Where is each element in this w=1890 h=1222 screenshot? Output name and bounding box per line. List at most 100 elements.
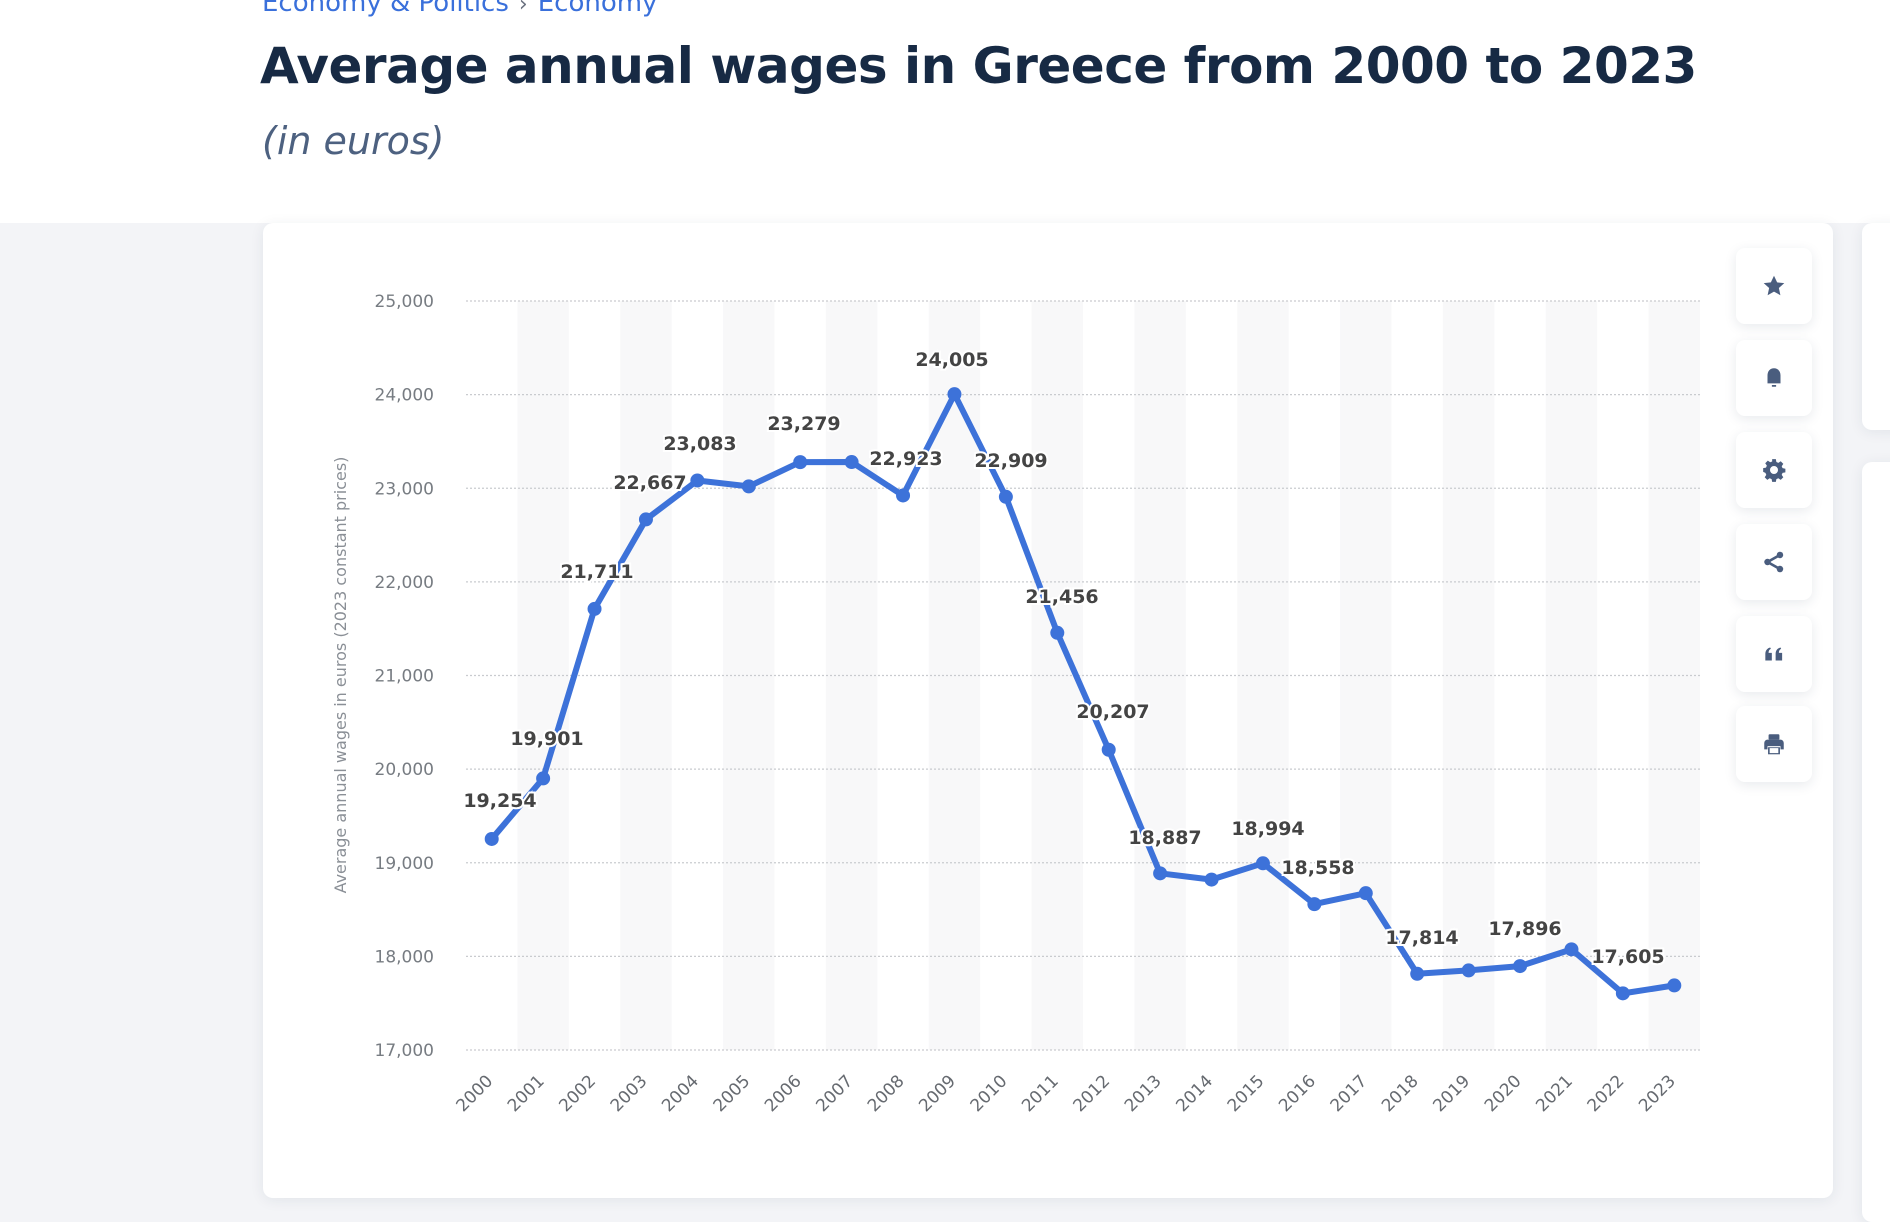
data-point <box>896 488 911 503</box>
data-label: 23,279 <box>767 413 840 435</box>
column-bands <box>517 301 1700 1050</box>
data-label: 21,711 <box>560 561 633 583</box>
x-tick-label: 2012 <box>1070 1071 1115 1116</box>
data-point <box>1461 963 1476 978</box>
data-point <box>638 512 653 527</box>
data-point <box>484 831 499 846</box>
data-point <box>1410 966 1425 981</box>
data-label: 18,994 <box>1231 818 1304 840</box>
quote-icon <box>1765 647 1783 661</box>
data-label: 22,667 <box>613 472 686 494</box>
data-point <box>690 473 705 488</box>
page-title: Average annual wages in Greece from 2000… <box>260 37 1697 95</box>
data-label: 18,887 <box>1128 827 1201 849</box>
x-axis-ticks: 2000 2001 2002 2003 2004 2005 2006 2007 2008 2009… <box>453 1071 1680 1116</box>
x-tick-label: 2018 <box>1378 1071 1423 1116</box>
share-icon <box>1764 551 1784 573</box>
y-tick-label: 21,000 <box>375 667 434 687</box>
x-tick-label: 2015 <box>1224 1071 1269 1116</box>
settings-button[interactable] <box>1736 432 1812 508</box>
data-point <box>587 601 602 616</box>
x-tick-label: 2014 <box>1172 1071 1217 1116</box>
data-point <box>844 455 859 470</box>
x-tick-label: 2023 <box>1635 1071 1680 1116</box>
side-panel-top <box>1862 223 1890 430</box>
data-label: 19,254 <box>463 790 536 812</box>
x-tick-label: 2017 <box>1327 1071 1372 1116</box>
x-tick-label: 2002 <box>555 1071 600 1116</box>
breadcrumb-economy-politics[interactable]: Economy & Politics <box>262 0 509 18</box>
favorite-button[interactable] <box>1736 248 1812 324</box>
series-line <box>488 391 1678 997</box>
data-point <box>1050 625 1065 640</box>
print-button[interactable] <box>1736 706 1812 782</box>
y-tick-label: 22,000 <box>375 573 434 593</box>
data-point <box>1615 986 1630 1001</box>
x-tick-label: 2020 <box>1481 1071 1526 1116</box>
data-label: 22,923 <box>869 448 942 470</box>
gear-icon <box>1763 459 1786 482</box>
page-subtitle: (in euros) <box>262 119 445 163</box>
x-tick-label: 2004 <box>658 1071 703 1116</box>
cite-button[interactable] <box>1736 616 1812 692</box>
x-tick-label: 2022 <box>1584 1071 1629 1116</box>
data-label: 19,901 <box>510 728 583 750</box>
data-label: 22,909 <box>974 450 1047 472</box>
y-tick-label: 23,000 <box>375 479 434 499</box>
data-point <box>536 771 551 786</box>
y-tick-label: 25,000 <box>375 292 434 312</box>
x-tick-label: 2000 <box>453 1071 498 1116</box>
x-tick-label: 2009 <box>915 1071 960 1116</box>
data-point <box>1101 742 1116 757</box>
star-icon <box>1763 275 1785 296</box>
x-tick-label: 2003 <box>607 1071 652 1116</box>
x-tick-label: 2005 <box>710 1071 755 1116</box>
data-points <box>484 387 1682 1001</box>
data-point <box>1358 886 1373 901</box>
breadcrumb-separator: › <box>518 0 528 17</box>
data-label: 17,896 <box>1488 918 1561 940</box>
x-tick-label: 2019 <box>1429 1071 1474 1116</box>
page-header: Economy & Politics › Economy Average annua… <box>0 0 1890 223</box>
data-labels: 19,254 19,901 21,711 22,667 23,083 23,279 22,9… <box>461 347 1666 970</box>
y-tick-label: 19,000 <box>375 854 434 874</box>
data-point <box>1564 942 1579 957</box>
breadcrumb: Economy & Politics › Economy <box>262 0 657 22</box>
y-tick-label: 24,000 <box>375 386 434 406</box>
data-label: 20,207 <box>1076 701 1149 723</box>
x-tick-label: 2006 <box>761 1071 806 1116</box>
data-point <box>1513 959 1528 974</box>
data-point <box>1667 978 1682 993</box>
data-point <box>1255 856 1270 871</box>
data-point <box>947 387 962 402</box>
gridlines <box>466 300 1700 1051</box>
data-label: 17,814 <box>1385 927 1458 949</box>
y-axis-ticks: 17,000 18,000 19,000 20,000 21,000 22,000 23,0… <box>375 292 434 1061</box>
data-label: 23,083 <box>663 433 736 455</box>
data-label: 24,005 <box>915 349 988 371</box>
data-point <box>793 455 808 470</box>
data-label: 21,456 <box>1025 586 1098 608</box>
y-tick-label: 20,000 <box>375 760 434 780</box>
data-point <box>1204 872 1219 887</box>
data-label: 18,558 <box>1281 857 1354 879</box>
x-tick-label: 2011 <box>1018 1071 1063 1116</box>
x-tick-label: 2008 <box>864 1071 909 1116</box>
y-axis-title: Average annual wages in euros (2023 cons… <box>331 457 350 894</box>
y-tick-label: 17,000 <box>375 1041 434 1061</box>
printer-icon <box>1764 734 1784 755</box>
x-tick-label: 2021 <box>1532 1071 1577 1116</box>
side-panel-bottom <box>1862 462 1890 1222</box>
data-point <box>741 479 756 494</box>
x-tick-label: 2001 <box>504 1071 549 1116</box>
y-tick-label: 18,000 <box>375 947 434 967</box>
notification-button[interactable] <box>1736 340 1812 416</box>
line-chart: 17,000 18,000 19,000 20,000 21,000 22,000 23,0… <box>331 292 1700 1116</box>
data-point <box>1153 866 1168 881</box>
data-point <box>1307 897 1322 912</box>
bell-icon <box>1767 368 1781 387</box>
breadcrumb-economy[interactable]: Economy <box>537 0 658 18</box>
x-tick-label: 2016 <box>1275 1071 1320 1116</box>
data-label: 17,605 <box>1591 946 1664 968</box>
share-button[interactable] <box>1736 524 1812 600</box>
